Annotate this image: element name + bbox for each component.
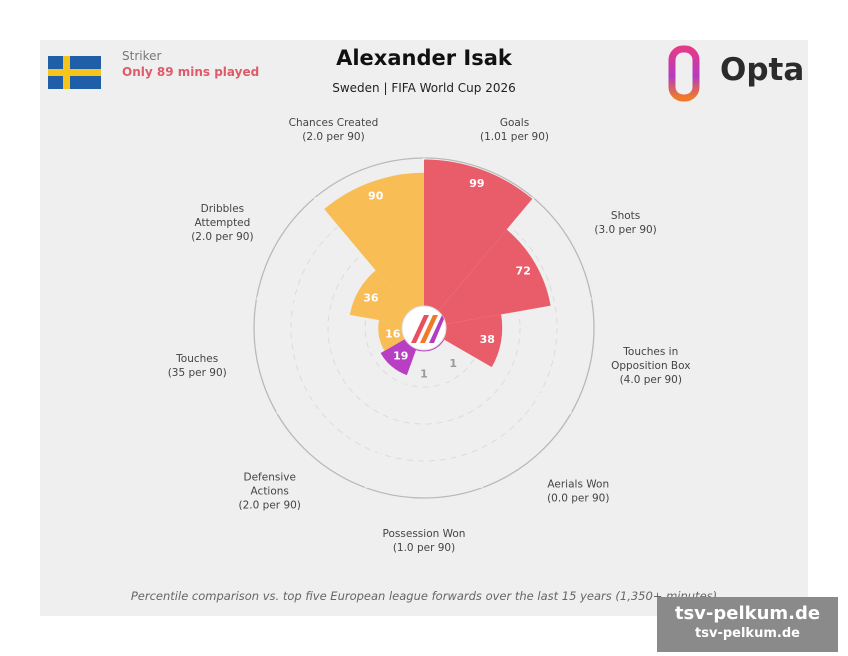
axis-label: Chances Created (2.0 per 90) [289,117,379,143]
data-label: 38 [480,333,495,346]
minutes-note: Only 89 mins played [122,65,260,79]
metric-name: Aerials Won [547,478,609,490]
chart-subtitle: Sweden | FIFA World Cup 2026 [332,81,516,95]
bar-touches-in-opposition-box [443,314,503,368]
footnote: Percentile comparison vs. top five Europ… [130,589,718,603]
bar-goals [424,159,533,312]
metric-rate: (0.0 per 90) [547,492,609,504]
grid-ring [290,194,558,462]
metric-rate: (2.0 per 90) [239,499,301,511]
axis-label: Aerials Won (0.0 per 90) [547,478,609,504]
watermark: tsv-pelkum.de tsv-pelkum.de [657,597,838,652]
axis-label: Shots (3.0 per 90) [594,210,656,236]
bar-touches [378,320,405,351]
metric-name: Chances Created [289,117,379,129]
metric-name: Shots [611,210,640,222]
flag-cross-horizontal [48,69,101,76]
chart-title: Alexander Isak [336,46,512,70]
data-label: 72 [516,265,531,278]
player-role: Striker [122,49,162,63]
watermark-line-2: tsv-pelkum.de [695,626,800,641]
metric-name: Touches [175,353,218,365]
segment-divider [442,337,572,415]
center-logo-icon [411,315,429,343]
metric-name: Attempted [194,217,250,229]
opta-wordmark: Opta [720,52,805,88]
opta-logo-mark [668,45,700,102]
axis-label: Possession Won (1.0 per 90) [383,528,466,554]
metric-rate: (2.0 per 90) [191,231,253,243]
axis-label: Touches (35 per 90) [168,353,227,379]
bar-defensive-actions [380,339,417,376]
bar-shots [438,229,551,325]
axis-label: Defensive Actions (2.0 per 90) [239,471,301,511]
bar-dribbles-attempted [349,270,410,325]
bars-layer [324,159,551,376]
data-label: 19 [393,350,408,363]
metric-name: Dribbles [201,203,245,215]
axis-label: Dribbles Attempted (2.0 per 90) [191,203,253,243]
segment-divider [430,348,484,489]
segment-divider [364,348,418,489]
metric-name: Touches in [622,346,678,358]
metric-name: Goals [500,117,529,129]
metric-name: Actions [251,485,289,497]
data-label: 1 [420,367,428,380]
metric-rate: (1.01 per 90) [480,131,549,143]
metric-rate: (1.0 per 90) [393,542,455,554]
sweden-flag-icon [48,56,101,89]
metric-name: Defensive [244,471,296,483]
data-label: 90 [368,189,384,202]
metric-rate: (35 per 90) [168,367,227,379]
metric-name: Possession Won [383,528,466,540]
data-label: 99 [469,177,484,190]
axis-label: Goals (1.01 per 90) [480,117,549,143]
segment-divider [256,297,403,326]
data-label: 16 [385,328,401,341]
polar-chart: 99 Goals (1.01 per 90) 72 Shots (3.0 per 90) 3… [168,117,691,554]
metric-rate: (2.0 per 90) [302,131,364,143]
metric-name: Opposition Box [611,360,690,372]
center-logo-icon [429,315,444,343]
labels-layer: 99 Goals (1.01 per 90) 72 Shots (3.0 per 90) 3… [168,117,691,554]
chart-card: Striker Only 89 mins played Alexander Is… [40,40,808,616]
metric-rate: (4.0 per 90) [620,374,682,386]
center-logo-icon [420,315,438,343]
data-label: 36 [363,291,379,304]
axis-label: Touches in Opposition Box (4.0 per 90) [611,346,690,386]
data-label: 1 [449,357,457,370]
watermark-line-1: tsv-pelkum.de [674,603,821,624]
bar-chances-created [324,172,424,312]
metric-rate: (3.0 per 90) [594,224,656,236]
opta-logo-icon [668,45,700,102]
